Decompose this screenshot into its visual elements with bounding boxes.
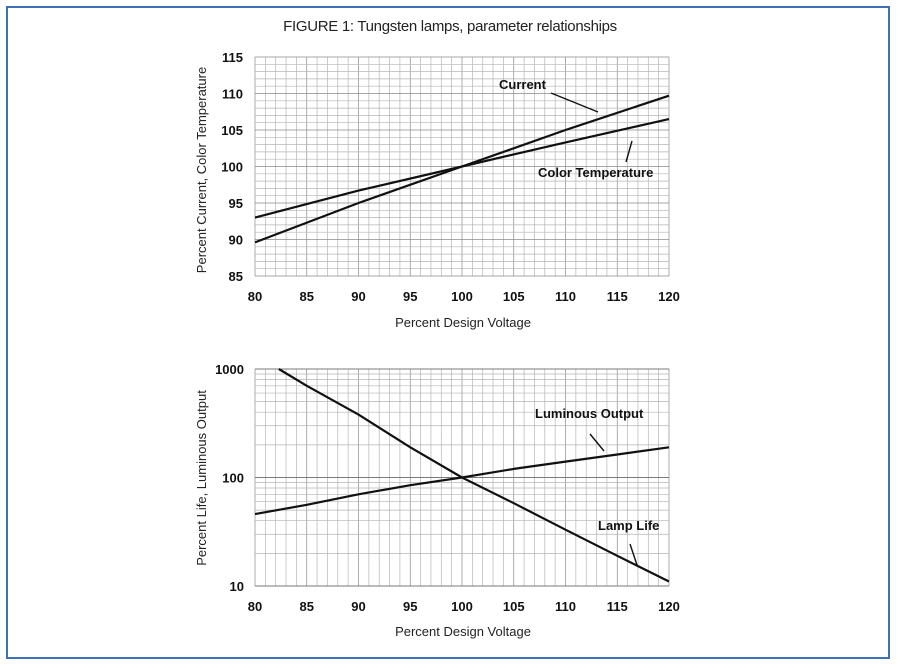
chart2-ytick-label: 100 <box>222 471 244 486</box>
chart1-ytick-label: 95 <box>229 196 243 211</box>
chart1-xlabel: Percent Design Voltage <box>395 315 531 330</box>
chart2-legend-luminous-output: Luminous Output <box>535 406 644 421</box>
chart1-legend-color-temperature: Color Temperature <box>538 165 653 180</box>
chart2-xtick-label: 85 <box>300 599 314 614</box>
figure-title: FIGURE 1: Tungsten lamps, parameter rela… <box>283 18 617 35</box>
chart2-xtick-label: 80 <box>248 599 262 614</box>
chart1-leader-color-temperature <box>625 140 633 163</box>
chart2-legend-lamp-life: Lamp Life <box>598 518 659 533</box>
chart2-xtick-label: 90 <box>351 599 365 614</box>
chart1-xtick-label: 110 <box>555 289 576 304</box>
chart2-xtick-label: 115 <box>607 599 628 614</box>
chart1-legend-current: Current <box>499 77 547 92</box>
chart1-xtick-label: 95 <box>403 289 417 304</box>
chart1-ytick-label: 110 <box>222 87 243 102</box>
chart2-xtick-label: 100 <box>451 599 473 614</box>
chart1-ytick-label: 115 <box>222 50 243 65</box>
chart1-xtick-label: 100 <box>451 289 473 304</box>
chart2-ytick-label: 10 <box>230 579 244 594</box>
chart1-xtick-label: 90 <box>351 289 365 304</box>
chart2-xlabel: Percent Design Voltage <box>395 624 531 639</box>
chart1-ytick-label: 85 <box>229 269 243 284</box>
chart2-ylabel: Percent Life, Luminous Output <box>194 390 209 566</box>
chart2-xtick-label: 95 <box>403 599 417 614</box>
chart1-series-color-temperature <box>254 118 670 219</box>
chart2-xtick-label: 120 <box>658 599 680 614</box>
chart1-xtick-label: 120 <box>658 289 680 304</box>
chart1-ytick-label: 100 <box>221 160 243 175</box>
chart1-leader-current <box>550 92 599 113</box>
chart2-leader-lamp-life <box>629 543 638 566</box>
figure-frame <box>6 6 890 659</box>
chart2-series-luminous-output <box>254 446 670 516</box>
chart2-xtick-label: 105 <box>503 599 525 614</box>
chart1-ytick-label: 105 <box>221 123 243 138</box>
chart1-xtick-label: 80 <box>248 289 262 304</box>
chart1-xtick-label: 115 <box>607 289 628 304</box>
chart2-leader-luminous-output <box>589 433 605 452</box>
chart2-xtick-label: 110 <box>555 599 576 614</box>
chart1-ytick-label: 90 <box>229 233 243 248</box>
chart1-xtick-label: 105 <box>503 289 525 304</box>
chart1-xtick-label: 85 <box>300 289 314 304</box>
chart1-ylabel: Percent Current, Color Temperature <box>194 67 209 273</box>
chart2-ytick-label: 1000 <box>215 362 244 377</box>
